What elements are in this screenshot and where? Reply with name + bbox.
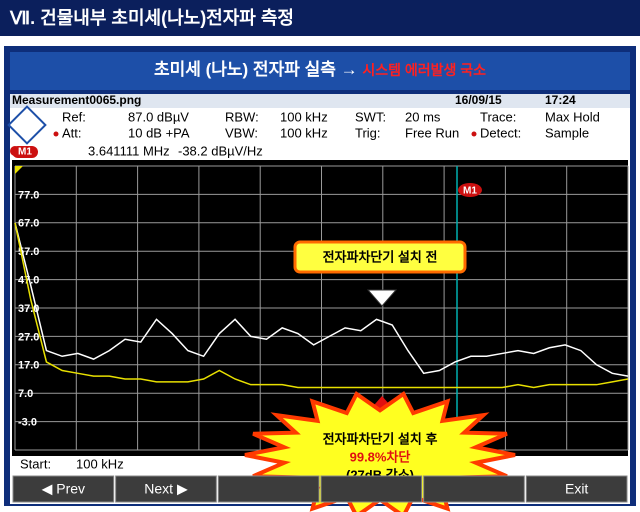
info-text: RBW:	[225, 109, 259, 124]
marker-frequency: 3.641111 MHz	[88, 143, 170, 158]
date: 16/09/15	[455, 93, 502, 107]
button[interactable]	[12, 475, 115, 503]
button[interactable]	[115, 475, 217, 503]
start-value: 100 kHz	[76, 456, 124, 471]
info-text: Detect:	[480, 125, 521, 140]
info-text: Ref:	[62, 109, 86, 124]
info-text: Trig:	[355, 125, 381, 140]
banner-title: 초미세 (나노) 전자파 실측 → 시스템 에러발생 국소	[154, 60, 486, 79]
ref-arrow	[15, 166, 23, 174]
callout-before: 전자파차단기 설치 전	[323, 249, 438, 264]
marker-badge	[12, 146, 38, 158]
info-text: Att:	[62, 125, 82, 140]
trace	[14, 222, 629, 377]
info-text: Max Hold	[545, 109, 600, 124]
bullet	[471, 131, 477, 137]
button-bar: ◀ Prev Next ▶ Exit	[12, 475, 628, 503]
banner-main: 초미세 (나노) 전자파 실측 →	[154, 60, 362, 79]
button[interactable]	[423, 475, 525, 503]
y-tick-label: 7.0	[18, 388, 33, 400]
info-text: VBW:	[225, 125, 258, 140]
y-tick-label: 27.0	[18, 331, 39, 343]
trace	[14, 222, 629, 389]
title-strip	[10, 94, 630, 108]
info-text: 20 ms	[405, 109, 441, 124]
y-tick-label: 47.0	[18, 275, 39, 287]
info-text: 87.0 dBµV	[128, 109, 189, 124]
info-text: Sample	[545, 125, 589, 140]
callout-box	[293, 240, 467, 274]
info-text: 100 kHz	[280, 109, 328, 124]
start-label: Start:	[20, 456, 51, 471]
marker-label: M1	[18, 147, 32, 158]
button[interactable]	[320, 475, 423, 503]
banner	[10, 52, 630, 90]
info-text: 10 dB +PA	[128, 125, 190, 140]
y-tick-label: 17.0	[18, 360, 39, 372]
y-tick-label: -3.0	[18, 417, 37, 429]
callout-reduction: 99.8%차단	[350, 449, 411, 464]
info-text: Free Run	[405, 125, 459, 140]
header-bar	[0, 0, 640, 36]
marker-level: -38.2 dBµV/Hz	[178, 143, 263, 158]
callout-after: 전자파차단기 설치 후	[323, 431, 438, 446]
y-tick-label: 67.0	[18, 218, 39, 230]
y-tick-label: 77.0	[18, 189, 39, 201]
info-text: SWT:	[355, 109, 386, 124]
marker-badge	[458, 183, 482, 197]
info-text: 100 kHz	[280, 125, 328, 140]
button[interactable]	[525, 475, 628, 503]
button-label: ◀ Prev	[42, 481, 85, 497]
marker-label: M1	[463, 186, 477, 197]
header-title: Ⅶ. 건물내부 초미세(나노)전자파 측정	[9, 8, 294, 28]
bullet	[53, 131, 59, 137]
arrow-down	[366, 289, 398, 307]
logo	[7, 105, 47, 145]
banner-highlight: 시스템 에러발생 국소	[362, 62, 486, 78]
time: 17:24	[545, 93, 576, 107]
info-text: Trace:	[480, 109, 516, 124]
file-name: Measurement0065.png	[12, 93, 141, 107]
button[interactable]	[217, 475, 320, 503]
button-label: Next ▶	[144, 481, 188, 497]
button-label: Exit	[565, 481, 588, 497]
